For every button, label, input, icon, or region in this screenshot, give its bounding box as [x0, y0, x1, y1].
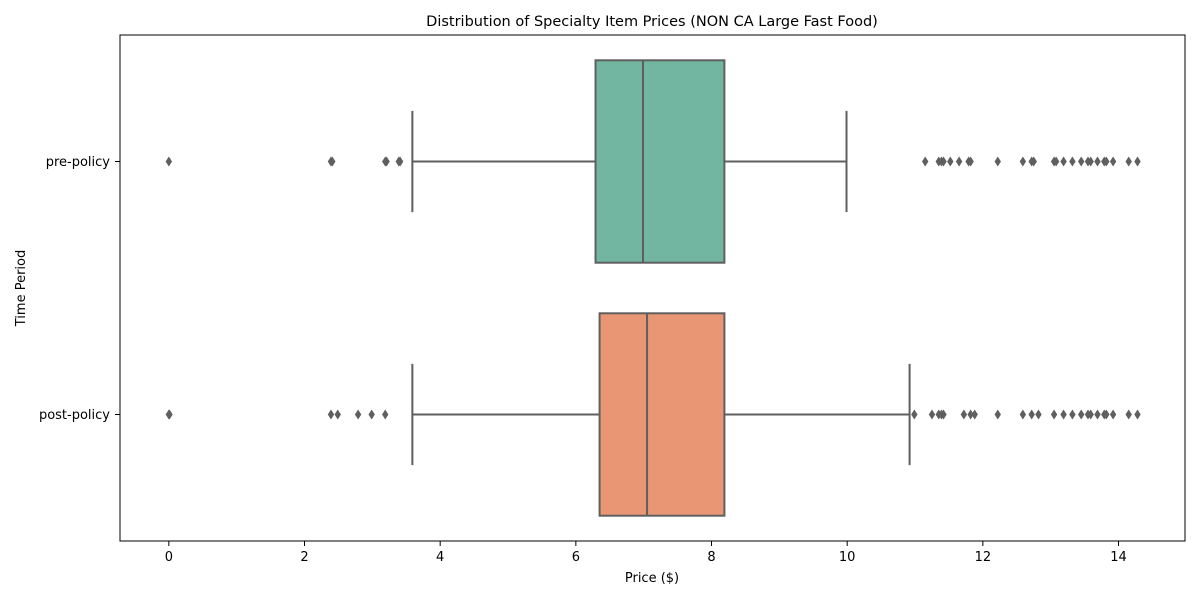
- outlier-point: [327, 409, 335, 420]
- outlier-point: [1087, 409, 1094, 420]
- outlier-point: [1109, 156, 1117, 167]
- outlier-point: [1094, 409, 1101, 420]
- x-tick-label: 2: [300, 550, 308, 565]
- outlier-point: [1060, 409, 1067, 420]
- x-axis-label: Price ($): [625, 571, 679, 586]
- x-tick-label: 0: [165, 550, 173, 565]
- outlier-point: [1069, 409, 1076, 420]
- outlier-point: [1087, 156, 1094, 167]
- outlier-point: [967, 409, 974, 420]
- x-tick-label: 6: [572, 550, 580, 565]
- outlier-point: [1134, 409, 1141, 420]
- outlier-point: [382, 409, 389, 420]
- outlier-point: [1103, 409, 1110, 420]
- outlier-point: [911, 409, 918, 420]
- outlier-point: [1094, 156, 1101, 167]
- outlier-point: [1103, 156, 1110, 167]
- outlier-point: [1125, 156, 1132, 167]
- outlier-point: [940, 156, 947, 167]
- y-tick-label: post-policy: [39, 408, 110, 423]
- box-group-pre-policy: [165, 59, 1141, 264]
- outlier-point: [1078, 156, 1085, 167]
- outlier-point: [1019, 409, 1027, 420]
- chart-title: Distribution of Specialty Item Prices (N…: [426, 14, 878, 30]
- x-tick-label: 12: [975, 550, 992, 565]
- outlier-point: [928, 409, 936, 420]
- x-tick-label: 8: [707, 550, 715, 565]
- outlier-point: [1078, 409, 1085, 420]
- outlier-point: [1035, 409, 1042, 420]
- box-group-post-policy: [165, 312, 1141, 517]
- y-axis-label: Time Period: [14, 250, 29, 327]
- outlier-point: [1052, 156, 1060, 167]
- outlier-point: [994, 156, 1001, 167]
- outlier-point: [947, 156, 954, 167]
- plot-frame: [119, 34, 1186, 542]
- outlier-point: [1030, 156, 1037, 167]
- outlier-point: [955, 156, 963, 167]
- x-tick-label: 14: [1110, 550, 1127, 565]
- x-tick-label: 4: [436, 550, 444, 565]
- outlier-point: [921, 156, 929, 167]
- outlier-point: [368, 409, 375, 420]
- outlier-point: [971, 409, 978, 420]
- outlier-point: [1028, 409, 1035, 420]
- outlier-point: [396, 156, 404, 167]
- outlier-point: [960, 409, 968, 420]
- outlier-point: [1109, 409, 1117, 420]
- iqr-box: [598, 312, 726, 517]
- outlier-point: [994, 409, 1001, 420]
- outlier-point: [334, 409, 341, 420]
- outlier-point: [329, 156, 336, 167]
- outlier-point: [1134, 156, 1141, 167]
- outlier-point: [166, 409, 173, 420]
- outlier-point: [165, 156, 173, 167]
- x-tick-label: 10: [839, 550, 856, 565]
- y-axis: pre-policy post-policy: [39, 155, 120, 423]
- x-axis: 0 2 4 6 8 10 12 14: [165, 541, 1127, 565]
- outlier-point: [1125, 409, 1132, 420]
- outlier-point: [940, 409, 947, 420]
- outlier-point: [1060, 156, 1067, 167]
- outlier-point: [967, 156, 974, 167]
- y-tick-label: pre-policy: [46, 155, 111, 170]
- outlier-point: [354, 409, 362, 420]
- outlier-point: [383, 156, 390, 167]
- outlier-point: [1069, 156, 1076, 167]
- plot-area: [165, 59, 1141, 517]
- iqr-box: [594, 59, 726, 264]
- outlier-point: [1050, 409, 1058, 420]
- outlier-point: [1019, 156, 1027, 167]
